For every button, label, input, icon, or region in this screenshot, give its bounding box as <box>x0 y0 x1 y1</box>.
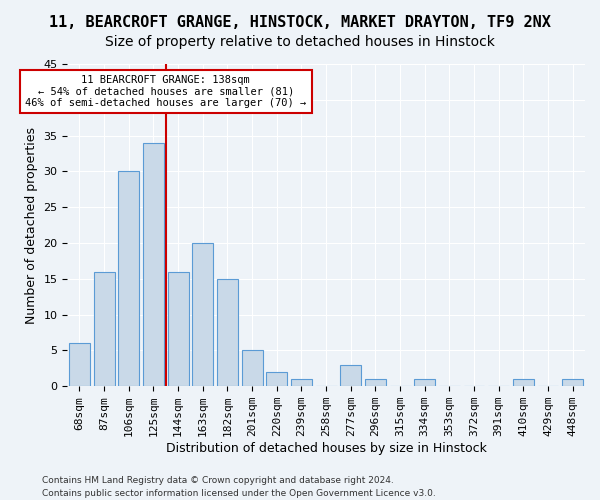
Bar <box>340 364 361 386</box>
Text: Contains public sector information licensed under the Open Government Licence v3: Contains public sector information licen… <box>42 488 436 498</box>
Bar <box>69 344 90 386</box>
Bar <box>291 379 312 386</box>
Bar <box>242 350 263 386</box>
Bar <box>167 272 188 386</box>
Y-axis label: Number of detached properties: Number of detached properties <box>25 126 38 324</box>
Bar <box>143 143 164 386</box>
Bar <box>365 379 386 386</box>
Bar <box>562 379 583 386</box>
Text: Size of property relative to detached houses in Hinstock: Size of property relative to detached ho… <box>105 35 495 49</box>
Text: 11 BEARCROFT GRANGE: 138sqm
← 54% of detached houses are smaller (81)
46% of sem: 11 BEARCROFT GRANGE: 138sqm ← 54% of det… <box>25 74 307 108</box>
Bar <box>94 272 115 386</box>
Bar <box>217 279 238 386</box>
Bar <box>118 172 139 386</box>
Bar <box>513 379 534 386</box>
Text: 11, BEARCROFT GRANGE, HINSTOCK, MARKET DRAYTON, TF9 2NX: 11, BEARCROFT GRANGE, HINSTOCK, MARKET D… <box>49 15 551 30</box>
X-axis label: Distribution of detached houses by size in Hinstock: Distribution of detached houses by size … <box>166 442 487 455</box>
Bar <box>266 372 287 386</box>
Bar <box>414 379 435 386</box>
Bar <box>192 243 213 386</box>
Text: Contains HM Land Registry data © Crown copyright and database right 2024.: Contains HM Land Registry data © Crown c… <box>42 476 394 485</box>
